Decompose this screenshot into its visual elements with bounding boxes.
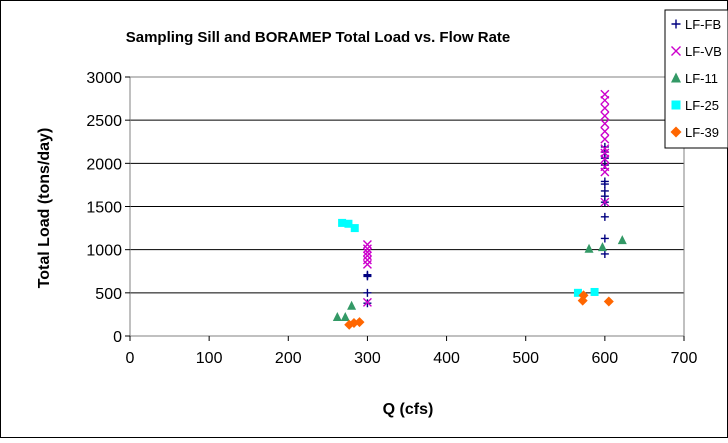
data-point-lf-vb [600,119,610,129]
series-lf-25 [338,218,599,297]
x-tick-label: 100 [196,350,223,367]
data-point-lf-25 [338,218,347,227]
data-point-lf-vb [600,134,610,144]
data-point-lf-vb [362,297,372,307]
data-point-lf-11 [347,300,357,310]
x-tick-label: 200 [275,350,302,367]
legend: LF-FB LF-VB LF-11 LF-25 LF-39 [664,9,728,149]
data-point-lf-11 [340,312,350,322]
legend-label-lf-11: LF-11 [685,71,718,86]
data-point-lf-vb [600,148,610,158]
data-point-lf-fb [600,212,609,221]
x-axis-label: Q (cfs) [383,401,434,418]
legend-label-lf-vb: LF-VB [685,44,722,59]
legend-marker-lf-vb [671,46,681,56]
data-point-lf-25 [573,288,582,297]
y-tick-label: 0 [113,329,122,346]
data-point-lf-11 [597,242,607,252]
legend-label-lf-fb: LF-FB [685,17,721,32]
data-point-lf-fb [600,234,609,243]
y-tick-label: 3000 [86,70,122,87]
x-tick-label: 700 [671,350,698,367]
data-point-lf-fb [363,288,372,297]
data-point-lf-fb [600,249,609,258]
data-point-lf-11 [332,312,342,322]
legend-marker-lf-11 [671,72,681,83]
data-point-lf-fb [600,186,609,195]
y-tick-label: 1500 [86,200,122,217]
data-point-lf-vb [362,251,372,261]
data-point-lf-vb [600,103,610,113]
y-axis-label: Total Load (tons/day) [36,128,53,289]
data-point-lf-vb [362,239,372,249]
data-point-lf-vb [362,259,372,269]
data-point-lf-25 [350,224,359,233]
data-point-lf-vb [600,144,610,154]
y-tick-label: 500 [95,286,122,303]
data-point-lf-vb [600,89,610,99]
legend-marker-lf-39 [670,126,682,138]
y-tick-label: 2000 [86,156,122,173]
data-point-lf-vb [600,126,610,136]
data-point-lf-fb [363,270,372,279]
y-tick-label: 2500 [86,113,122,130]
x-tick-label: 500 [512,350,539,367]
series-lf-11 [332,235,627,322]
data-point-lf-vb [362,244,372,254]
data-points [332,89,627,330]
series-lf-39 [344,290,614,330]
series-lf-vb [362,89,610,307]
data-point-lf-39 [603,296,614,307]
data-point-lf-25 [590,287,599,296]
x-tick-label: 600 [592,350,619,367]
data-point-lf-vb [362,247,372,257]
x-tick-label: 0 [126,350,135,367]
x-tick-label: 300 [354,350,381,367]
y-axis: 0 500 1000 1500 2000 2500 3000 [86,70,130,346]
data-point-lf-39 [354,317,365,328]
data-point-lf-vb [362,255,372,265]
legend-label-lf-39: LF-39 [685,125,719,140]
x-axis: 0 100 200 300 400 500 600 700 [126,336,698,367]
chart-title: Sampling Sill and BORAMEP Total Load vs.… [126,29,511,46]
legend-marker-lf-25 [671,100,681,110]
x-tick-label: 400 [433,350,460,367]
data-point-lf-39 [578,290,589,301]
y-tick-label: 1000 [86,243,122,260]
data-point-lf-25 [344,219,353,228]
legend-box [664,9,728,149]
legend-marker-lf-fb [671,19,681,29]
data-point-lf-vb [600,197,610,207]
data-point-lf-11 [617,235,627,245]
data-point-lf-11 [584,243,594,253]
legend-label-lf-25: LF-25 [685,98,719,113]
data-point-lf-fb [600,177,609,186]
data-point-lf-vb [600,162,610,172]
data-point-lf-vb [600,111,610,121]
